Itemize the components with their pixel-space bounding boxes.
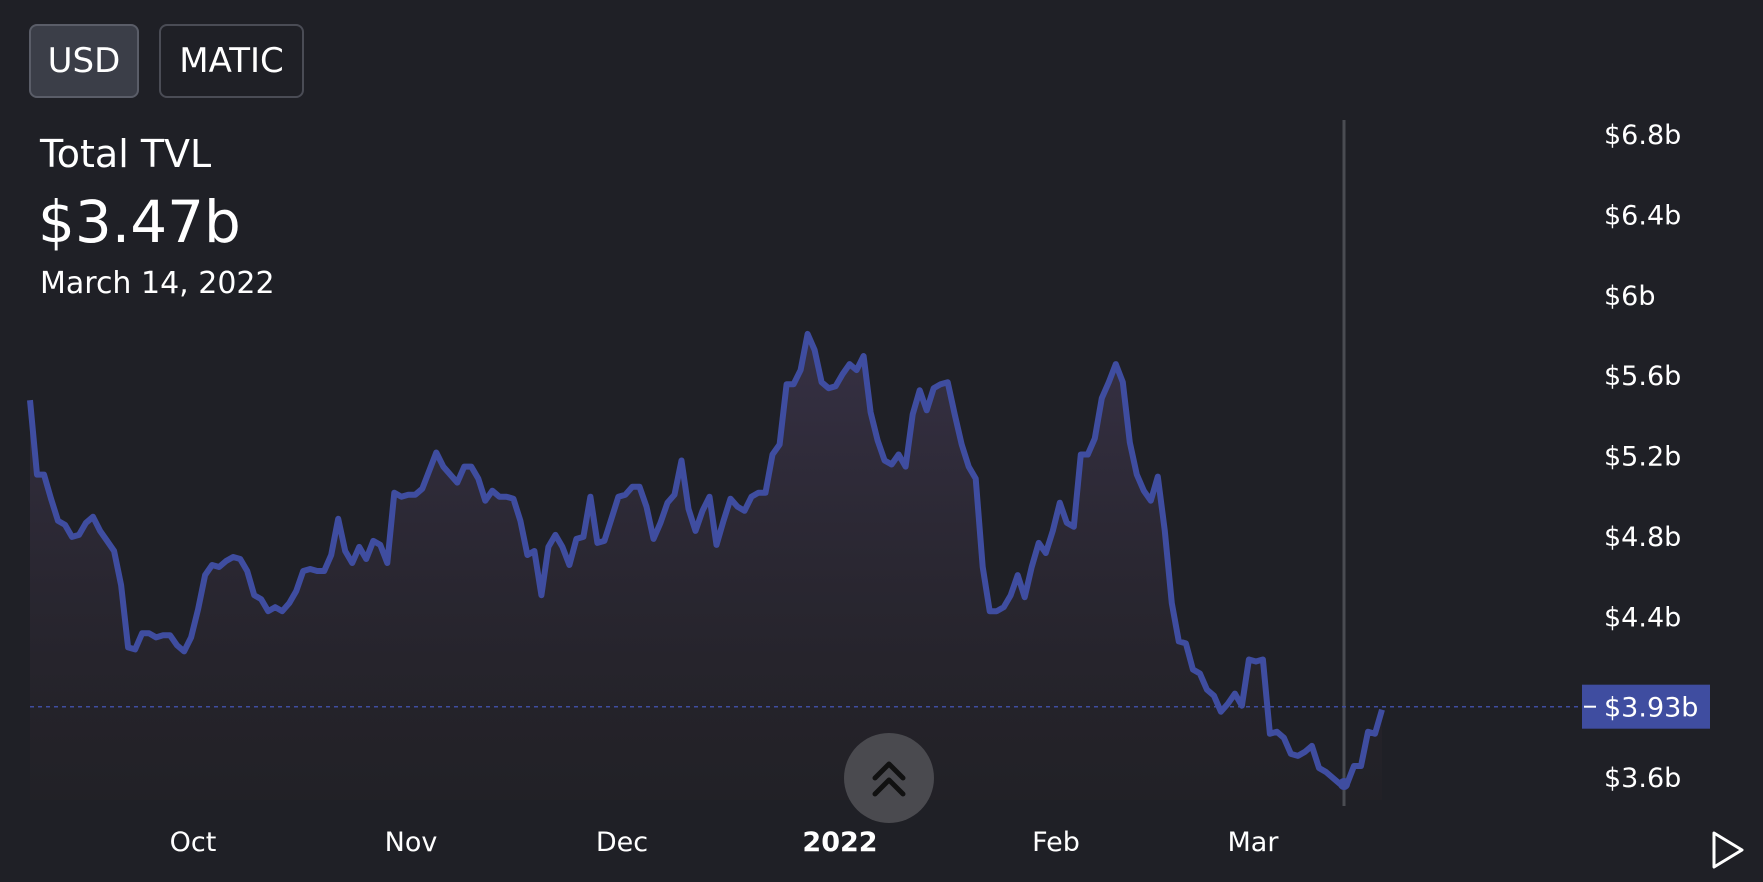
tvl-value: $3.47b	[38, 188, 241, 256]
chart-title: Total TVL	[40, 132, 212, 176]
x-tick-label: Oct	[170, 827, 217, 858]
y-tick-label: $4.8b	[1604, 522, 1681, 553]
y-tick-label: $6.8b	[1604, 120, 1681, 151]
x-tick-label: Feb	[1032, 827, 1080, 858]
current-value-label: $3.93b	[1604, 693, 1698, 724]
y-tick-label: $6.4b	[1604, 200, 1681, 231]
usd-toggle-button[interactable]: USD	[29, 24, 139, 98]
hover-point-marker	[1338, 778, 1350, 791]
scroll-up-button[interactable]	[844, 733, 934, 823]
tvl-series-line	[27, 330, 1385, 787]
double-chevron-up-icon	[872, 761, 906, 797]
tvl-area-fill	[30, 333, 1382, 800]
play-icon[interactable]	[1710, 830, 1746, 870]
current-value-badge	[1582, 684, 1710, 729]
y-tick-label: $6b	[1604, 281, 1656, 312]
y-tick-label: $4.4b	[1604, 602, 1681, 633]
y-tick-label: $5.6b	[1604, 361, 1681, 392]
x-tick-label: 2022	[802, 827, 877, 858]
x-tick-label: Mar	[1228, 827, 1280, 858]
y-tick-label: $5.2b	[1604, 442, 1681, 473]
tvl-date: March 14, 2022	[40, 266, 275, 301]
y-tick-label: $3.6b	[1604, 763, 1681, 794]
matic-toggle-button[interactable]: MATIC	[159, 24, 304, 98]
x-tick-label: Dec	[596, 827, 648, 858]
x-tick-label: Nov	[385, 827, 438, 858]
